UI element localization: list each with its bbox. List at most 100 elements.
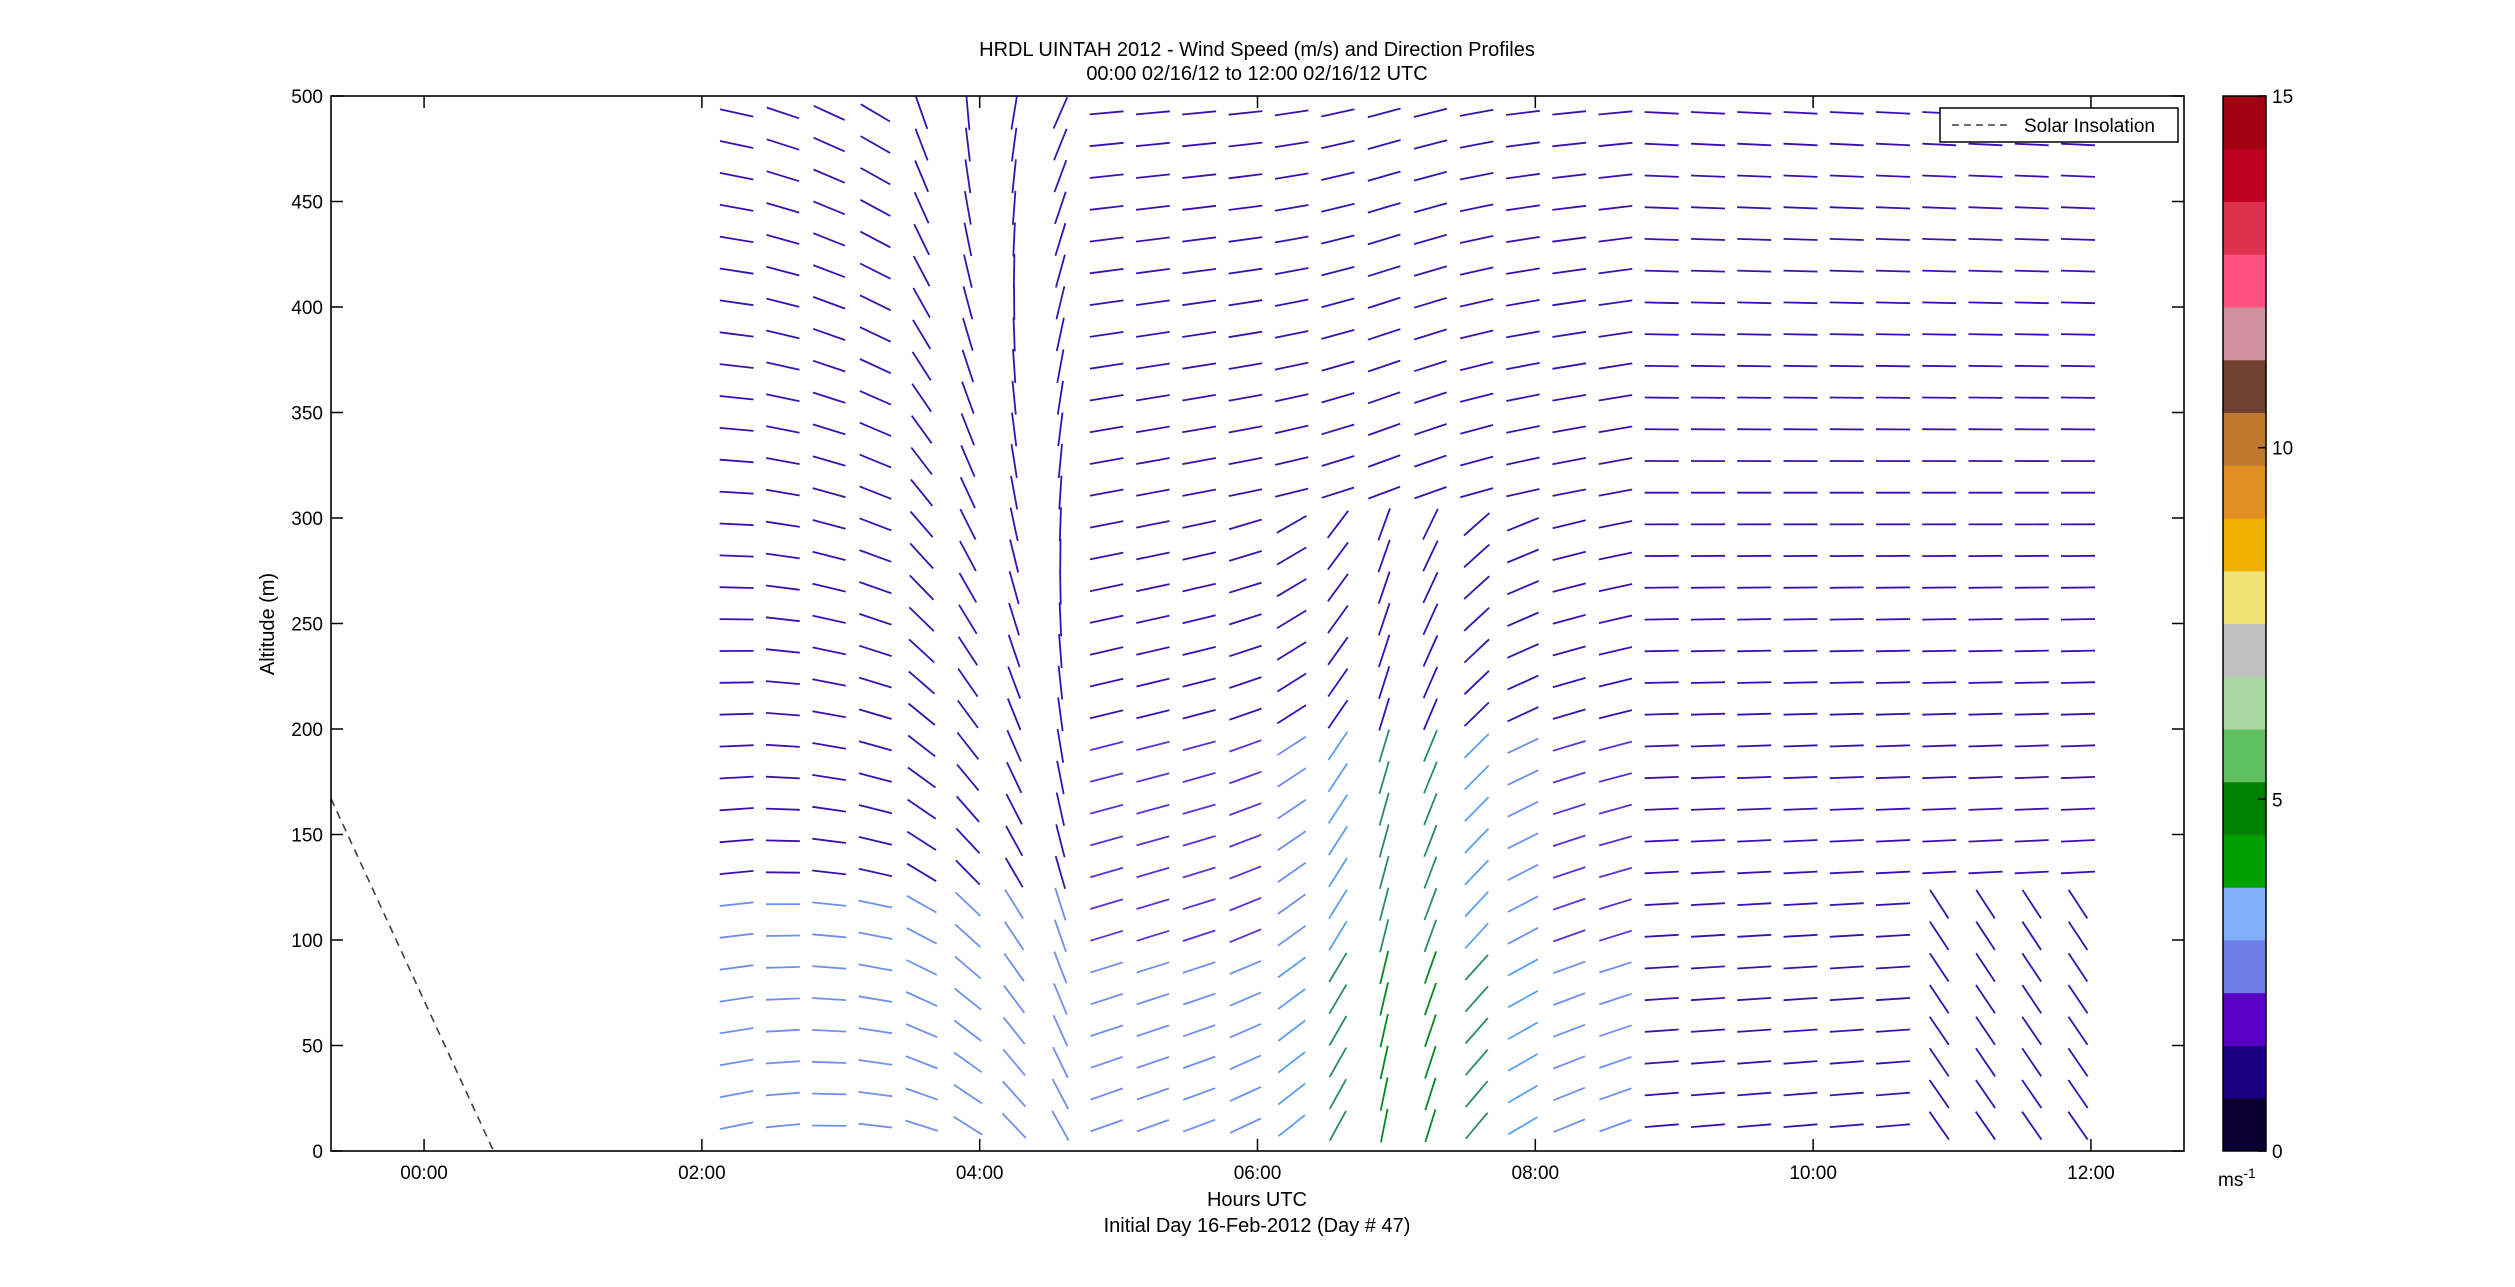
wind-barb <box>1645 176 1679 177</box>
wind-barb <box>1553 426 1586 432</box>
wind-barb <box>1553 962 1585 974</box>
wind-barb <box>1008 699 1021 731</box>
wind-barb <box>1056 255 1065 288</box>
wind-barb <box>720 269 754 274</box>
wind-barb <box>1414 392 1446 403</box>
wind-barb <box>1969 777 2003 778</box>
wind-barb <box>1414 298 1447 308</box>
wind-barb <box>1229 269 1263 274</box>
wind-barb <box>1414 266 1447 276</box>
wind-barb <box>1058 381 1063 415</box>
wind-barb <box>1465 923 1488 948</box>
wind-barb <box>1278 957 1305 977</box>
wind-barb <box>812 902 846 906</box>
wind-barb <box>1508 896 1538 912</box>
colorbar-segment <box>2223 360 2266 413</box>
wind-barb <box>1645 809 1679 810</box>
wind-barb <box>1599 427 1633 433</box>
wind-barb <box>720 934 754 938</box>
wind-barb <box>1014 254 1015 288</box>
wind-barb <box>720 1060 754 1066</box>
wind-barb <box>1507 644 1538 658</box>
wind-barb <box>766 998 800 999</box>
x-tick-label: 10:00 <box>1789 1163 1837 1184</box>
wind-barb <box>1930 1080 1949 1108</box>
wind-barb <box>1599 174 1633 178</box>
wind-barb <box>1091 994 1123 1004</box>
wind-barb <box>720 555 754 556</box>
wind-barb <box>1136 143 1170 146</box>
wind-barb <box>1278 831 1306 850</box>
wind-barb <box>1053 1047 1068 1078</box>
wind-barb <box>913 320 931 349</box>
colorbar-segment <box>2223 149 2266 202</box>
wind-barb <box>1876 935 1910 937</box>
wind-barb <box>1090 805 1123 814</box>
wind-barb <box>1368 203 1401 213</box>
wind-barb <box>1183 805 1216 814</box>
wind-barb <box>2061 239 2095 240</box>
wind-barb <box>1278 894 1306 914</box>
wind-barb <box>720 428 754 431</box>
wind-barb <box>812 1062 846 1063</box>
wind-barb <box>1053 1015 1067 1046</box>
wind-barb <box>1645 1093 1679 1096</box>
wind-barb <box>1737 809 1771 810</box>
wind-barb <box>861 168 891 185</box>
wind-barb <box>1423 604 1437 635</box>
wind-barb <box>1328 732 1347 760</box>
wind-barb <box>1136 364 1170 369</box>
wind-barb <box>954 1053 982 1073</box>
wind-barb <box>955 924 980 947</box>
wind-barb <box>1230 835 1262 847</box>
wind-barb <box>960 541 976 571</box>
wind-barb <box>1090 300 1124 305</box>
wind-barb <box>812 1094 846 1095</box>
wind-barb <box>1506 174 1540 179</box>
wind-barb <box>1552 206 1586 210</box>
wind-barb <box>1460 267 1493 274</box>
wind-barb <box>1599 584 1632 591</box>
wind-barb <box>906 992 937 1006</box>
wind-barb <box>1137 805 1170 814</box>
colorbar-segment <box>2223 1098 2266 1151</box>
wind-barb <box>1368 487 1400 499</box>
wind-barb <box>1278 863 1306 882</box>
plot-frame <box>331 96 2184 1151</box>
wind-barb <box>1691 271 1725 272</box>
wind-barb <box>1007 762 1022 793</box>
wind-barb <box>1425 1015 1436 1047</box>
wind-barb <box>1056 856 1065 889</box>
wind-barb <box>1090 868 1123 877</box>
wind-barb <box>1057 318 1064 351</box>
wind-barb <box>1182 143 1216 147</box>
wind-barb <box>1508 928 1538 944</box>
wind-barb <box>1090 553 1123 560</box>
wind-barb <box>1922 840 1956 842</box>
wind-barb <box>957 796 979 822</box>
wind-barb <box>1368 329 1400 340</box>
wind-barb <box>1508 770 1539 785</box>
wind-barb <box>1645 239 1679 240</box>
wind-barb <box>2015 144 2049 146</box>
wind-barb <box>1378 508 1390 540</box>
wind-barb <box>1553 804 1585 814</box>
wind-barb <box>2068 1112 2087 1140</box>
wind-barb <box>1876 1093 1910 1096</box>
wind-barb <box>1425 888 1437 920</box>
wind-barb <box>1508 676 1539 690</box>
wind-barb <box>1876 903 1910 905</box>
wind-barb <box>1645 1124 1679 1127</box>
wind-barb <box>1599 931 1632 941</box>
wind-barb <box>1552 143 1586 147</box>
wind-barb <box>720 109 753 116</box>
colorbar-tick-label: 10 <box>2272 439 2293 460</box>
wind-barb <box>1059 634 1062 668</box>
wind-barb <box>1830 1061 1864 1064</box>
wind-barb <box>1381 1077 1388 1110</box>
wind-barb <box>859 582 891 593</box>
wind-barb <box>1552 269 1586 274</box>
wind-barb <box>1784 207 1818 208</box>
wind-barb <box>1876 1061 1910 1064</box>
